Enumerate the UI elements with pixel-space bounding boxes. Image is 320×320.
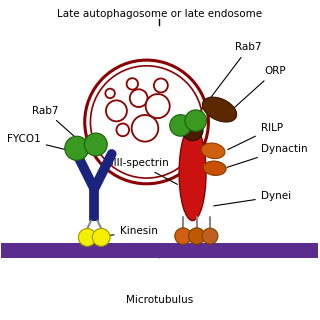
Circle shape (92, 228, 110, 246)
Circle shape (130, 89, 148, 107)
Text: ORP: ORP (234, 66, 285, 108)
Ellipse shape (202, 97, 237, 122)
Text: βIII-spectrin: βIII-spectrin (107, 158, 177, 184)
Circle shape (105, 89, 115, 98)
Text: RILP: RILP (228, 123, 283, 149)
Circle shape (188, 228, 205, 244)
Circle shape (185, 110, 206, 132)
Circle shape (85, 60, 208, 184)
Circle shape (170, 115, 191, 136)
Circle shape (106, 100, 127, 121)
Text: Late autophagosome or late endosome: Late autophagosome or late endosome (57, 9, 262, 19)
Text: Microtubulus: Microtubulus (126, 295, 193, 305)
Text: Rab7: Rab7 (199, 43, 262, 113)
Text: Kinesin: Kinesin (105, 226, 157, 236)
Circle shape (154, 78, 168, 92)
Circle shape (202, 228, 218, 244)
Bar (1, 243, 318, 258)
Circle shape (132, 115, 158, 142)
Circle shape (78, 228, 96, 246)
Circle shape (65, 136, 89, 160)
Text: FYCO1: FYCO1 (7, 134, 74, 152)
Circle shape (175, 228, 191, 244)
Circle shape (84, 133, 107, 156)
Ellipse shape (204, 161, 226, 175)
Ellipse shape (179, 125, 206, 220)
Circle shape (182, 120, 203, 141)
Circle shape (127, 78, 138, 90)
Text: Dynei: Dynei (214, 191, 291, 206)
Text: Rab7: Rab7 (32, 106, 79, 141)
Circle shape (146, 94, 170, 118)
Circle shape (116, 124, 129, 136)
Text: Dynactin: Dynactin (227, 144, 308, 167)
Ellipse shape (201, 143, 225, 159)
